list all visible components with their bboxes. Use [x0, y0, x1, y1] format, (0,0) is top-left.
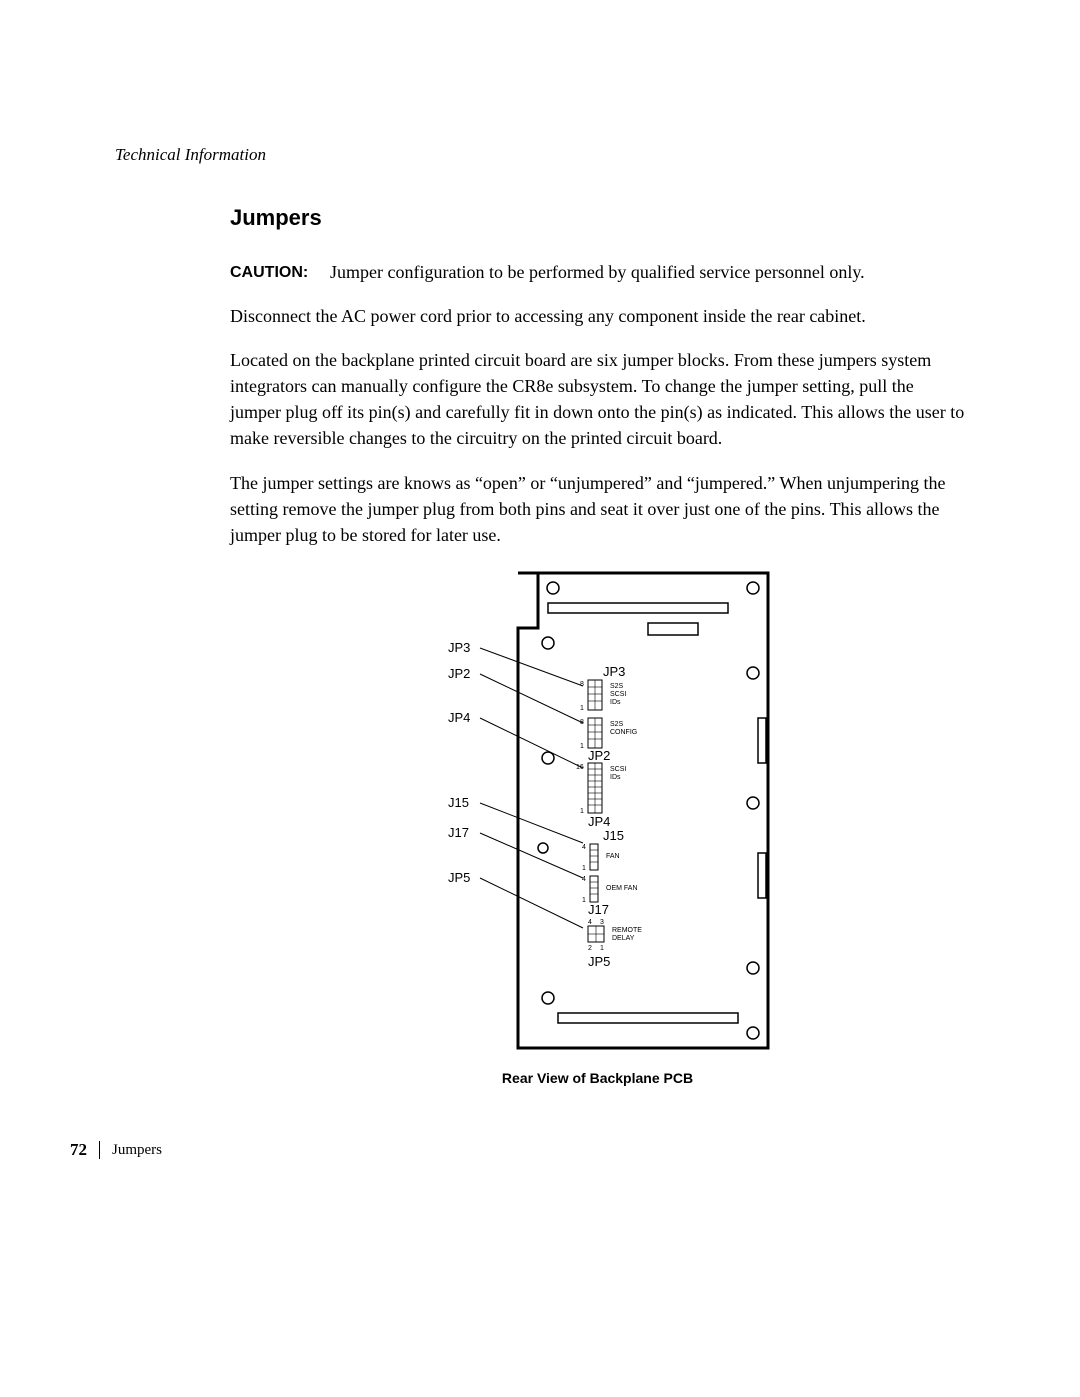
pin-4a: 4: [582, 844, 586, 851]
inner-jp5: JP5: [588, 954, 610, 969]
lbl-ids2: IDs: [610, 774, 621, 781]
inner-jp2: JP2: [588, 748, 610, 763]
pin-1f: 1: [600, 945, 604, 952]
inner-jp3: JP3: [603, 664, 625, 679]
figure: JP3 JP2 JP4 J15 J17 JP5 JP3 8 1: [230, 568, 965, 1086]
figure-caption: Rear View of Backplane PCB: [230, 1070, 965, 1086]
lbl-s2s2: S2S: [610, 721, 624, 728]
pin-4b: 4: [582, 876, 586, 883]
pin-1a: 1: [580, 705, 584, 712]
lbl-fan: FAN: [606, 853, 620, 860]
lbl-delay: DELAY: [612, 935, 635, 942]
lbl-scsi: SCSI: [610, 691, 626, 698]
page-number: 72: [70, 1140, 87, 1160]
caution-block: CAUTION: Jumper configuration to be perf…: [230, 259, 965, 285]
lbl-config: CONFIG: [610, 729, 637, 736]
page-content: Technical Information Jumpers CAUTION: J…: [115, 145, 965, 1086]
paragraph-1: Disconnect the AC power cord prior to ac…: [230, 303, 965, 329]
paragraph-3: The jumper settings are knows as “open” …: [230, 470, 965, 548]
outer-label-j17: J17: [448, 825, 469, 840]
caution-text: Jumper configuration to be performed by …: [330, 259, 965, 285]
pin-8b: 8: [580, 719, 584, 726]
paragraph-2: Located on the backplane printed circuit…: [230, 347, 965, 451]
caution-label: CAUTION:: [230, 259, 330, 285]
footer-section-name: Jumpers: [112, 1142, 162, 1159]
pin-16: 16: [576, 764, 584, 771]
pin-3c: 3: [600, 919, 604, 926]
outer-label-jp5: JP5: [448, 870, 470, 885]
pin-1c: 1: [580, 808, 584, 815]
outer-label-jp4: JP4: [448, 710, 470, 725]
lbl-ids1: IDs: [610, 699, 621, 706]
inner-jp4: JP4: [588, 814, 610, 829]
page-footer: 72 Jumpers: [70, 1140, 162, 1160]
running-head: Technical Information: [115, 145, 965, 165]
pin-2c: 2: [588, 945, 592, 952]
outer-label-j15: J15: [448, 795, 469, 810]
section-title: Jumpers: [230, 205, 965, 231]
lbl-remote: REMOTE: [612, 927, 642, 934]
pin-8a: 8: [580, 681, 584, 688]
lbl-s2s: S2S: [610, 683, 624, 690]
lbl-scsi2: SCSI: [610, 766, 626, 773]
outer-label-jp3: JP3: [448, 640, 470, 655]
pin-4c: 4: [588, 919, 592, 926]
pin-1b: 1: [580, 743, 584, 750]
pin-1e: 1: [582, 897, 586, 904]
inner-j15: J15: [603, 828, 624, 843]
lbl-oemfan: OEM FAN: [606, 885, 638, 892]
inner-j17: J17: [588, 902, 609, 917]
pin-1d: 1: [582, 865, 586, 872]
backplane-pcb-diagram: JP3 JP2 JP4 J15 J17 JP5 JP3 8 1: [388, 568, 808, 1058]
footer-divider: [99, 1141, 100, 1159]
outer-label-jp2: JP2: [448, 666, 470, 681]
